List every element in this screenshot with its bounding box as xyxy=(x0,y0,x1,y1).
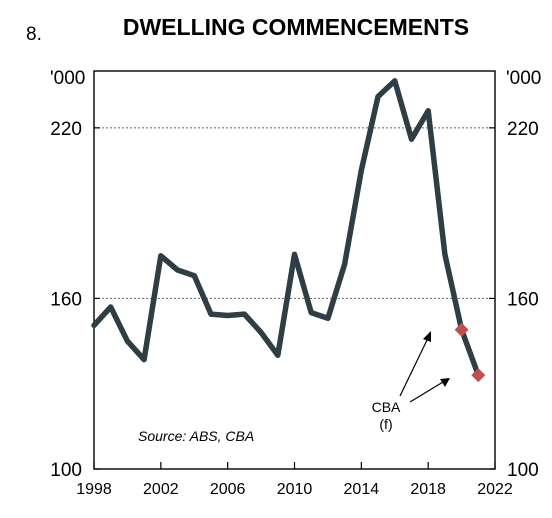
right-axis-unit: '000 xyxy=(506,68,541,89)
gridlines xyxy=(94,127,495,299)
y-tick-label-left: 220 xyxy=(50,119,82,140)
forecast-marker-2021 xyxy=(471,368,486,383)
y-tick-label-left: 100 xyxy=(50,460,82,481)
forecast-label-line2: (f) xyxy=(379,416,392,432)
arrow-to-2020 xyxy=(399,337,429,397)
forecast-marker-2020 xyxy=(454,322,469,337)
x-tick-label: 2022 xyxy=(477,481,513,498)
y-axis-ticks: 100 100 160 160 220 220 xyxy=(50,119,538,481)
source-note: Source: ABS, CBA xyxy=(138,428,254,444)
x-tick-label: 2010 xyxy=(277,481,313,498)
x-tick-label: 2014 xyxy=(344,481,380,498)
x-axis-ticks: 1998 2002 2006 2010 2014 2018 2022 xyxy=(76,462,513,498)
x-tick-label: 2002 xyxy=(143,481,179,498)
forecast-markers xyxy=(454,322,486,383)
y-tick-label-left: 160 xyxy=(50,289,82,310)
series-line-forecast xyxy=(458,326,482,378)
x-tick-label: 1998 xyxy=(76,481,112,498)
x-tick-label: 2018 xyxy=(410,481,446,498)
forecast-arrows xyxy=(399,331,450,403)
forecast-label-line1: CBA xyxy=(372,399,401,415)
arrow-to-2021 xyxy=(409,381,444,403)
arrowhead-2021 xyxy=(440,378,450,387)
chart-title: DWELLING COMMENCEMENTS xyxy=(123,14,469,40)
left-axis-unit: '000 xyxy=(50,68,85,89)
y-tick-label-right: 220 xyxy=(507,119,539,140)
y-tick-label-right: 160 xyxy=(507,289,539,310)
x-tick-label: 2006 xyxy=(210,481,246,498)
figure-number: 8. xyxy=(26,24,42,45)
series-line-history xyxy=(91,78,465,363)
series-group xyxy=(91,78,482,378)
arrowhead-2020 xyxy=(423,331,431,342)
y-tick-label-right: 100 xyxy=(507,460,539,481)
